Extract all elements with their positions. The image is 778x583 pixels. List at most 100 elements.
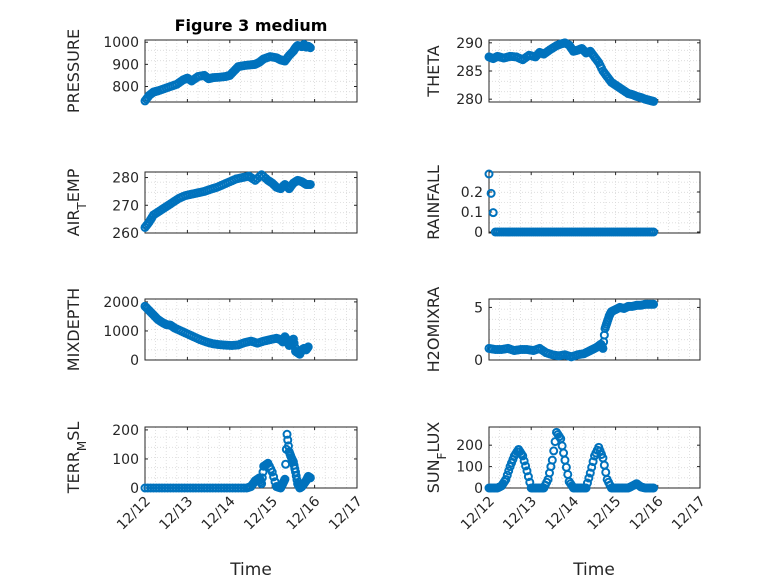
y-tick-label: 280	[456, 92, 483, 108]
y-axis-label: TERRMSL	[64, 422, 89, 495]
data-point	[289, 338, 299, 348]
subplot-7: 12/12 12/13 12/14 12/15 12/16 12/17 0 100 200 TER…	[64, 422, 366, 534]
axes-frame	[144, 39, 358, 103]
data-point	[305, 43, 315, 53]
data-point	[257, 473, 267, 483]
series-points	[484, 38, 659, 106]
y-tick-label: 0	[130, 481, 139, 497]
subplot-8: 12/12 12/13 12/14 12/15 12/16 12/17 0 100 200 SUN…	[424, 422, 709, 534]
y-tick-label: 270	[112, 198, 139, 214]
data-point	[486, 188, 496, 198]
y-tick-label: 200	[112, 423, 139, 439]
y-axis-label: MIXDEPTH	[64, 288, 83, 371]
subplot-1: 800 900 1000 PRESSURE	[64, 29, 358, 113]
axes-frame	[488, 298, 701, 361]
x-tick-label: 12/15	[241, 494, 281, 534]
data-point	[303, 342, 313, 352]
axes-frame	[488, 426, 701, 489]
data-point	[282, 429, 292, 439]
y-tick-label: 0.2	[461, 185, 483, 201]
y-tick-label: 290	[456, 36, 483, 52]
data-point	[484, 169, 494, 179]
series-points	[140, 301, 313, 359]
y-axis-label: SUNFLUX	[424, 422, 449, 494]
series-points	[140, 39, 315, 106]
data-point	[649, 299, 659, 309]
data-point	[559, 448, 569, 458]
data-point	[523, 472, 533, 482]
y-tick-label: 280	[112, 171, 139, 187]
y-axis-label: PRESSURE	[64, 29, 83, 113]
data-point	[649, 96, 659, 106]
y-tick-label: 0.1	[461, 205, 483, 221]
y-tick-label: 100	[456, 460, 483, 476]
data-point	[584, 473, 594, 483]
y-tick-label: 2000	[103, 295, 139, 311]
y-tick-label: 285	[456, 64, 483, 80]
data-point	[267, 467, 277, 477]
data-point	[501, 474, 511, 484]
data-point	[561, 462, 571, 472]
subplot-2: 280 285 290 THETA	[424, 36, 701, 108]
y-tick-label: 0	[474, 481, 483, 497]
data-point	[547, 455, 557, 465]
y-tick-label: 200	[456, 438, 483, 454]
data-point	[269, 472, 279, 482]
y-tick-label: 100	[112, 452, 139, 468]
series-points	[484, 299, 659, 362]
y-tick-label: 260	[112, 226, 139, 242]
x-tick-label: 12/14	[199, 493, 239, 533]
y-tick-label: 1000	[103, 35, 139, 51]
data-point	[504, 466, 514, 476]
data-point	[281, 459, 291, 469]
data-point	[518, 451, 528, 461]
y-tick-label: 0	[130, 353, 139, 369]
axes-frame	[144, 171, 358, 234]
data-point	[587, 462, 597, 472]
data-point	[257, 479, 267, 489]
data-point	[283, 435, 293, 445]
subplot-5: 0 1000 2000 MIXDEPTH	[64, 288, 358, 371]
x-tick-label: 12/12	[458, 494, 498, 534]
x-tick-label: 12/17	[669, 494, 709, 534]
data-point	[581, 483, 591, 493]
subplot-4: 0 0.1 0.2 RAINFALL	[424, 165, 701, 241]
data-point	[280, 474, 290, 484]
data-point	[588, 457, 598, 467]
data-point	[599, 460, 609, 470]
y-tick-label: 1000	[103, 324, 139, 340]
x-tick-label: 12/13	[156, 494, 196, 534]
x-tick-label: 12/14	[542, 493, 582, 533]
data-point	[601, 467, 611, 477]
y-axis-label: THETA	[424, 45, 443, 97]
series-points	[484, 169, 659, 237]
y-tick-label: 0	[474, 353, 483, 369]
series-points	[140, 170, 315, 232]
y-tick-label: 0	[474, 225, 483, 241]
y-axis-label: AIRTEMP	[64, 168, 89, 236]
axes-frame	[144, 298, 358, 361]
data-point	[557, 441, 567, 451]
x-axis-label-left: Time	[229, 560, 272, 580]
x-tick-label: 12/16	[627, 493, 667, 533]
y-tick-label: 5	[474, 300, 483, 316]
data-point	[649, 227, 659, 237]
x-axis-label-right: Time	[572, 560, 615, 580]
data-point	[305, 473, 315, 483]
x-tick-label: 12/13	[500, 494, 540, 534]
y-axis-label: RAINFALL	[424, 165, 443, 240]
data-point	[649, 483, 659, 493]
data-point	[288, 334, 298, 344]
subplot-3: 260 270 280 AIRTEMP	[64, 168, 358, 242]
data-point	[305, 179, 315, 189]
data-point	[522, 466, 532, 476]
y-axis-label: H2OMIXRA	[424, 287, 443, 373]
data-point	[549, 446, 559, 456]
data-point	[521, 461, 531, 471]
x-tick-label: 12/12	[114, 494, 154, 534]
x-tick-label: 12/17	[326, 494, 366, 534]
data-point	[519, 456, 529, 466]
data-point	[502, 470, 512, 480]
